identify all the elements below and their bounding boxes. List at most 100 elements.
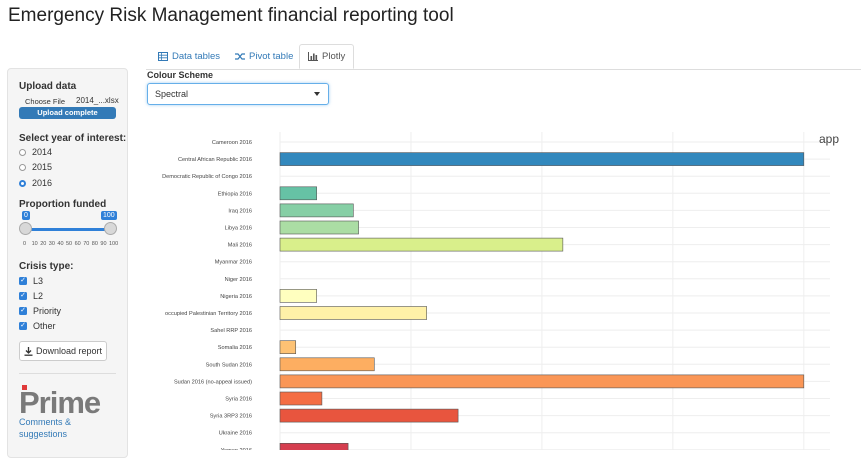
crisis-type-label: Crisis type: bbox=[19, 261, 74, 272]
bar[interactable] bbox=[279, 357, 375, 372]
bar[interactable] bbox=[279, 391, 323, 406]
checkbox-label: Priority bbox=[33, 306, 62, 316]
bar[interactable] bbox=[279, 374, 805, 389]
category-label: Iraq 2016 bbox=[228, 208, 252, 214]
slider-tick-label: 10 bbox=[31, 241, 38, 247]
category-label: Sudan 2016 (no-appeal issued) bbox=[174, 379, 252, 385]
slider-tick-label: 60 bbox=[74, 241, 81, 247]
category-label: Syria 3RP3 2016 bbox=[210, 414, 252, 420]
divider bbox=[19, 373, 116, 374]
slider-tick-label: 80 bbox=[91, 241, 98, 247]
slider-tick-label: 70 bbox=[83, 241, 90, 247]
tab-plotly[interactable]: Plotly bbox=[299, 44, 355, 69]
bar[interactable] bbox=[279, 237, 564, 252]
bar[interactable] bbox=[279, 306, 427, 320]
bar-chart: Cameroon 2016 Central African Republic 20… bbox=[162, 132, 830, 450]
bar[interactable] bbox=[279, 220, 359, 235]
slider-max-badge: 100 bbox=[101, 211, 117, 220]
checkbox-l2[interactable]: ✓ L2 bbox=[19, 290, 43, 302]
download-label: Download report bbox=[35, 346, 103, 356]
slider-max-handle[interactable] bbox=[104, 222, 117, 235]
category-label: Democratic Republic of Congo 2016 bbox=[162, 174, 252, 180]
slider-min-handle[interactable] bbox=[19, 222, 32, 235]
download-report-button[interactable]: Download report bbox=[19, 341, 107, 361]
upload-label: Upload data bbox=[19, 81, 77, 92]
bar[interactable] bbox=[279, 186, 317, 201]
bar[interactable] bbox=[279, 152, 805, 166]
category-label: Ukraine 2016 bbox=[219, 431, 252, 437]
slider-tick-label: 0 bbox=[23, 241, 27, 247]
download-icon bbox=[24, 346, 33, 356]
tab-bar: Data tables Pivot table Plotly bbox=[146, 44, 861, 70]
shuffle-icon bbox=[235, 52, 245, 60]
slider-min-badge: 0 bbox=[22, 211, 30, 220]
radio-label: 2015 bbox=[32, 162, 53, 172]
category-label: Ethiopia 2016 bbox=[218, 191, 252, 197]
proportion-slider[interactable]: 0 100 0 10 20 30 40 50 60 70 80 90 100 bbox=[19, 211, 118, 254]
radio-button-selected[interactable] bbox=[19, 179, 26, 187]
radio-year-2014[interactable]: 2014 bbox=[19, 146, 52, 158]
comments-link[interactable]: Comments & bbox=[19, 417, 72, 427]
checkbox-priority[interactable]: ✓ Priority bbox=[19, 305, 61, 317]
slider-tick-label: 50 bbox=[66, 241, 73, 247]
slider-tick-label: 40 bbox=[57, 241, 64, 247]
page-title: Emergency Risk Management financial repo… bbox=[8, 5, 454, 26]
category-label: Niger 2016 bbox=[225, 277, 252, 283]
plotly-chart[interactable]: Cameroon 2016 Central African Republic 20… bbox=[146, 128, 861, 450]
proportion-label: Proportion funded bbox=[19, 199, 107, 210]
checkbox-other[interactable]: ✓ Other bbox=[19, 320, 56, 332]
bar[interactable] bbox=[279, 289, 317, 303]
checkbox-checked-icon[interactable]: ✓ bbox=[19, 307, 27, 315]
radio-button[interactable] bbox=[19, 148, 26, 156]
table-icon bbox=[158, 51, 168, 61]
select-value: Spectral bbox=[155, 89, 189, 99]
category-label: South Sudan 2016 bbox=[206, 362, 252, 368]
tab-label: Plotly bbox=[322, 51, 346, 62]
caret-down-icon bbox=[314, 92, 320, 96]
slider-tick-label: 30 bbox=[48, 241, 55, 247]
checkbox-l3[interactable]: ✓ L3 bbox=[19, 275, 43, 287]
slider-tick-label: 90 bbox=[100, 241, 107, 247]
checkbox-label: L3 bbox=[33, 276, 44, 286]
tab-pivot-table[interactable]: Pivot table bbox=[235, 44, 293, 68]
bar[interactable] bbox=[279, 408, 459, 423]
file-name: 2014_...xlsx bbox=[76, 96, 119, 105]
radio-year-2016[interactable]: 2016 bbox=[19, 177, 52, 189]
radio-button[interactable] bbox=[19, 163, 26, 171]
category-label: Sahel RRP 2016 bbox=[210, 328, 252, 334]
bar-chart-icon bbox=[308, 52, 318, 61]
category-label: Yemen 2016 bbox=[221, 448, 252, 450]
year-label: Select year of interest: bbox=[19, 133, 127, 144]
category-label: Libya 2016 bbox=[225, 226, 252, 232]
checkbox-label: L2 bbox=[33, 291, 44, 301]
category-label: Myanmar 2016 bbox=[215, 260, 252, 266]
sidebar: Upload data Choose File 2014_...xlsx Upl… bbox=[7, 68, 128, 458]
tab-data-tables[interactable]: Data tables bbox=[158, 44, 220, 68]
category-label: occupied Palestinian Territory 2016 bbox=[165, 311, 252, 317]
category-label: Syria 2016 bbox=[225, 397, 252, 403]
upload-progress-bar: Upload complete bbox=[19, 107, 116, 119]
suggestions-link[interactable]: suggestions bbox=[19, 429, 68, 439]
slider-track[interactable] bbox=[25, 228, 111, 231]
checkbox-checked-icon[interactable]: ✓ bbox=[19, 292, 27, 300]
choose-file-button[interactable]: Choose File bbox=[25, 97, 66, 106]
plot-overlay-text: app bbox=[819, 132, 840, 146]
checkbox-checked-icon[interactable]: ✓ bbox=[19, 322, 27, 330]
colour-scheme-label: Colour Scheme bbox=[147, 70, 214, 80]
slider-tick-label: 100 bbox=[109, 241, 119, 247]
category-label: Central African Republic 2016 bbox=[178, 157, 252, 163]
slider-tick-label: 20 bbox=[40, 241, 47, 247]
checkbox-checked-icon[interactable]: ✓ bbox=[19, 277, 27, 285]
prime-logo: Prime bbox=[19, 383, 119, 420]
bar[interactable] bbox=[279, 442, 349, 450]
bar[interactable] bbox=[279, 340, 297, 354]
category-label: Nigeria 2016 bbox=[220, 294, 252, 300]
radio-year-2015[interactable]: 2015 bbox=[19, 161, 52, 173]
colour-scheme-select[interactable]: Spectral bbox=[147, 83, 329, 105]
checkbox-label: Other bbox=[33, 321, 56, 331]
category-label: Somalia 2016 bbox=[218, 345, 252, 351]
file-input[interactable]: Choose File 2014_...xlsx bbox=[19, 96, 129, 107]
radio-label: 2016 bbox=[32, 178, 53, 188]
bar[interactable] bbox=[279, 203, 354, 218]
tab-label: Pivot table bbox=[249, 50, 294, 62]
